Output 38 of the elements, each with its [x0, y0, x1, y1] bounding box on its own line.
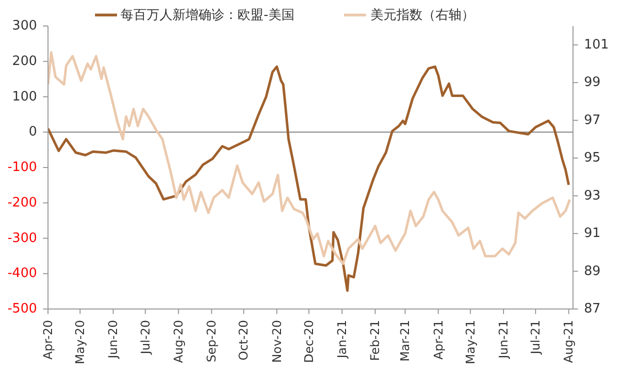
legend-label: 每百万人新增确诊：欧盟-美国 [120, 8, 294, 23]
y2-tick-label: 99 [584, 75, 601, 90]
x-tick-label: Sep-20 [204, 320, 219, 362]
y2-tick-label: 95 [584, 150, 601, 166]
y-tick-label: -200 [7, 195, 37, 210]
x-tick-label: May-20 [73, 320, 88, 364]
x-tick-label: Nov-20 [270, 320, 284, 363]
x-tick-label: Aug-20 [171, 320, 186, 364]
y-tick-label: -100 [7, 160, 37, 175]
y-tick-label: -400 [7, 266, 37, 282]
y2-tick-label: 89 [584, 264, 601, 279]
x-tick-label: Dec-20 [302, 320, 316, 363]
x-tick-label: Aug-21 [562, 320, 576, 364]
x-tick-label: Jun-21 [496, 320, 510, 360]
y-tick-label: 100 [12, 89, 37, 104]
y-tick-label: 300 [12, 18, 37, 34]
line-series [48, 51, 572, 265]
y2-tick-label: 91 [584, 226, 601, 242]
x-tick-label: Apr-20 [41, 320, 55, 360]
y2-tick-label: 93 [584, 188, 601, 204]
y-tick-label: 200 [12, 54, 37, 69]
x-tick-label: Jul-20 [138, 320, 152, 356]
y2-tick-label: 101 [584, 37, 609, 52]
x-tick-label: Jun-20 [106, 320, 120, 360]
x-tick-label: Feb-21 [368, 320, 382, 361]
x-tick-label: Mar-21 [398, 320, 412, 362]
y-tick-label: 0 [28, 124, 37, 140]
y-tick-label: -500 [7, 302, 37, 316]
y-tick-label: -300 [7, 230, 37, 246]
x-tick-label: May-21 [463, 320, 478, 364]
line-series [48, 65, 570, 292]
x-tick-label: Apr-21 [431, 320, 446, 360]
x-tick-label: Oct-20 [236, 320, 251, 360]
y2-tick-label: 97 [584, 112, 601, 128]
legend-label: 美元指数（右轴） [370, 8, 474, 23]
x-tick-label: Jul-21 [528, 320, 543, 356]
y2-tick-label: 87 [584, 302, 601, 316]
x-tick-label: Jan-21 [335, 320, 350, 360]
